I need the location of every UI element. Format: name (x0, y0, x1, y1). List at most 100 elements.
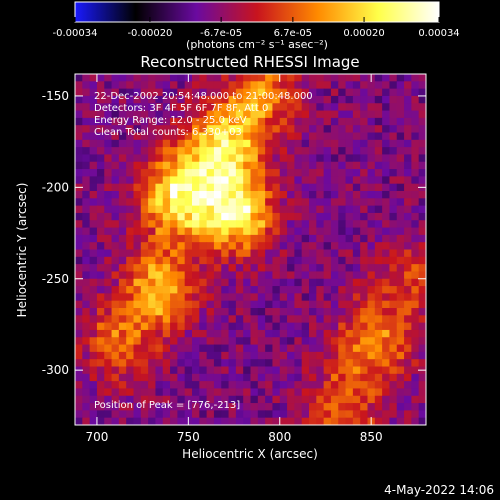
heatmap-cell (96, 161, 105, 170)
heatmap-cell (411, 103, 420, 112)
heatmap-cell (316, 227, 325, 236)
heatmap-cell (140, 351, 149, 360)
heatmap-cell (316, 183, 325, 192)
heatmap-cell (140, 74, 149, 82)
heatmap-cell (126, 205, 135, 214)
heatmap-cell (235, 300, 244, 309)
heatmap-cell (75, 278, 83, 287)
heatmap-cell (75, 161, 83, 170)
heatmap-cell (257, 169, 266, 177)
heatmap-cell (338, 271, 347, 280)
heatmap-cell (279, 308, 288, 316)
heatmap-cell (133, 74, 142, 82)
heatmap-cell (272, 381, 281, 390)
heatmap-cell (118, 308, 127, 316)
heatmap-cell (213, 359, 222, 368)
heatmap-cell (301, 220, 310, 229)
heatmap-cell (257, 242, 266, 251)
heatmap-cell (221, 88, 230, 97)
heatmap-cell (382, 315, 391, 324)
heatmap-cell (279, 103, 288, 112)
heatmap-cell (352, 293, 361, 302)
heatmap-cell (418, 110, 426, 119)
heatmap-cell (316, 95, 325, 104)
heatmap-cell (96, 381, 105, 390)
heatmap-cell (111, 308, 120, 316)
heatmap-cell (265, 95, 274, 104)
heatmap-cell (96, 169, 105, 177)
heatmap-cell (301, 139, 310, 148)
heatmap-cell (287, 161, 295, 170)
heatmap-cell (162, 366, 171, 375)
heatmap-cell (316, 117, 325, 126)
heatmap-cell (396, 308, 405, 316)
heatmap-cell (404, 88, 412, 97)
heatmap-cell (360, 337, 369, 346)
heatmap-cell (257, 198, 266, 207)
heatmap-cell (104, 139, 113, 148)
heatmap-cell (96, 344, 105, 353)
heatmap-cell (118, 154, 127, 163)
heatmap-cell (75, 147, 83, 156)
heatmap-cell (192, 373, 200, 382)
heatmap-cell (404, 249, 412, 258)
heatmap-cell (279, 205, 288, 214)
heatmap-cell (104, 256, 113, 265)
heatmap-cell (272, 212, 281, 221)
heatmap-cell (104, 103, 113, 112)
heatmap-cell (323, 147, 332, 156)
heatmap-cell (213, 139, 222, 148)
heatmap-cell (338, 329, 347, 338)
heatmap-cell (140, 139, 149, 148)
heatmap-cell (96, 227, 105, 236)
heatmap-cell (199, 74, 208, 82)
heatmap-cell (250, 410, 259, 419)
heatmap-cell (272, 139, 281, 148)
heatmap-cell (228, 125, 237, 134)
heatmap-cell (301, 322, 310, 331)
heatmap-cell (148, 410, 157, 419)
heatmap-cell (272, 308, 281, 316)
heatmap-cell (382, 234, 391, 243)
heatmap-cell (330, 286, 339, 294)
heatmap-cell (287, 359, 295, 368)
heatmap-cell (82, 249, 91, 258)
heatmap-cell (96, 300, 105, 309)
heatmap-cell (396, 373, 405, 382)
heatmap-cell (89, 322, 98, 331)
heatmap-cell (221, 103, 230, 112)
heatmap-cell (250, 154, 259, 163)
heatmap-cell (111, 256, 120, 265)
heatmap-cell (323, 132, 332, 141)
heatmap-cell (330, 205, 339, 214)
heatmap-cell (287, 271, 295, 280)
heatmap-cell (250, 227, 259, 236)
heatmap-cell (133, 198, 142, 207)
heatmap-cell (82, 286, 91, 294)
heatmap-cell (301, 373, 310, 382)
heatmap-cell (338, 212, 347, 221)
heatmap-cell (177, 388, 186, 397)
heatmap-cell (418, 212, 426, 221)
heatmap-cell (89, 256, 98, 265)
heatmap-cell (235, 373, 244, 382)
heatmap-cell (89, 95, 98, 104)
heatmap-cell (111, 388, 120, 397)
heatmap-cell (243, 125, 252, 134)
heatmap-cell (228, 81, 237, 90)
heatmap-cell (323, 81, 332, 90)
heatmap-cell (118, 227, 127, 236)
heatmap-cell (389, 300, 398, 309)
heatmap-cell (330, 81, 339, 90)
heatmap-cell (294, 227, 303, 236)
heatmap-cell (206, 74, 215, 82)
heatmap-cell (265, 198, 274, 207)
heatmap-cell (206, 220, 215, 229)
heatmap-cell (316, 351, 325, 360)
heatmap-cell (272, 359, 281, 368)
heatmap-cell (104, 410, 113, 419)
heatmap-cell (177, 154, 186, 163)
heatmap-cell (411, 264, 420, 273)
heatmap-cell (170, 198, 178, 207)
heatmap-cell (382, 227, 391, 236)
